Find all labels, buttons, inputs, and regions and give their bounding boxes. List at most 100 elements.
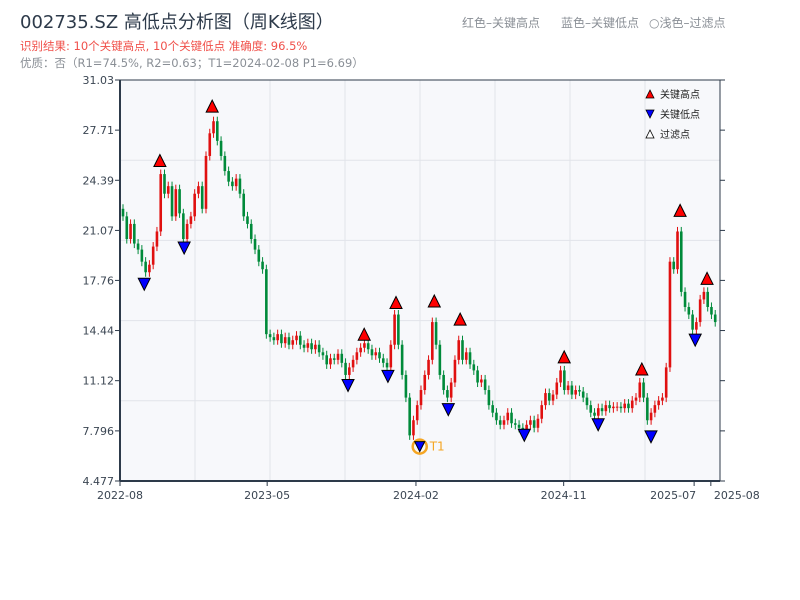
candle	[151, 242, 155, 270]
candle-body	[585, 397, 589, 406]
key-low-marker	[644, 430, 658, 444]
y-tick-label: 7.796	[83, 425, 115, 438]
candle-body	[461, 340, 464, 360]
candle	[208, 128, 212, 161]
candle-body	[238, 178, 242, 194]
candle	[314, 340, 317, 354]
candle-body	[144, 261, 147, 273]
candle	[298, 331, 302, 350]
candle	[615, 402, 619, 412]
candle-body	[600, 408, 604, 412]
key-low-marker	[413, 441, 426, 453]
candle	[185, 219, 189, 244]
key-low-marker	[137, 277, 152, 292]
candle	[204, 151, 208, 214]
candle	[551, 390, 555, 406]
candle-body	[661, 397, 664, 401]
candle-body	[287, 337, 291, 345]
candle-body	[408, 397, 411, 436]
candle-body	[604, 405, 608, 412]
key-low-marker	[591, 418, 605, 432]
candle-body	[634, 397, 638, 401]
candle-body	[125, 216, 129, 240]
candle-body	[216, 121, 219, 141]
candle	[449, 377, 453, 403]
candle-body	[532, 420, 536, 428]
x-tick-label: 2025-07	[650, 489, 696, 502]
candle-body	[517, 424, 521, 428]
candle	[268, 329, 272, 342]
candle-body	[442, 374, 445, 391]
candle-body	[148, 264, 151, 273]
candle	[593, 408, 596, 421]
candle	[676, 226, 679, 274]
candle-body	[249, 223, 253, 240]
candle-body	[363, 343, 366, 348]
candle	[570, 380, 574, 400]
candle-body	[359, 347, 362, 353]
candle-body	[702, 291, 706, 300]
candle-body	[668, 261, 672, 368]
candle	[261, 257, 264, 274]
key-high-marker	[700, 271, 714, 285]
candle	[457, 335, 461, 365]
candle	[487, 385, 491, 410]
candle-body	[389, 344, 393, 368]
candle	[321, 347, 325, 360]
candle-body	[544, 393, 547, 406]
candle	[468, 347, 472, 369]
candle-body	[698, 299, 702, 323]
candle	[329, 353, 332, 369]
candle-body	[438, 344, 442, 375]
legend-label: 过滤点	[660, 128, 690, 141]
candle	[563, 365, 566, 395]
candle-body	[340, 353, 344, 363]
candle	[276, 329, 279, 345]
candle-body	[566, 385, 570, 391]
candle-body	[691, 314, 694, 330]
candle-body	[204, 155, 208, 209]
candle-body	[140, 249, 144, 262]
y-tick-label: 17.76	[83, 274, 115, 287]
candle-body	[563, 370, 566, 391]
candle	[532, 415, 536, 433]
y-tick-label: 31.03	[83, 74, 115, 87]
candle-body	[265, 269, 268, 335]
candle-body	[174, 189, 178, 217]
candle	[189, 211, 193, 229]
candle-body	[559, 370, 562, 383]
candle-body	[495, 412, 498, 421]
candle-body	[521, 427, 525, 430]
candle-body	[536, 418, 540, 428]
candle	[332, 353, 336, 365]
candle-body	[159, 174, 163, 232]
candle-body	[646, 397, 649, 421]
candle	[664, 362, 668, 403]
candle-body	[223, 155, 227, 172]
candle	[302, 340, 306, 353]
candle	[287, 332, 291, 350]
candle-body	[295, 335, 298, 341]
candle	[476, 365, 479, 388]
candle	[159, 169, 163, 237]
candle	[385, 358, 389, 372]
candle	[133, 219, 136, 249]
candle	[596, 403, 600, 421]
y-tick-label: 27.71	[83, 124, 115, 137]
key-low-marker	[177, 241, 191, 256]
candle	[608, 400, 611, 413]
candle-body	[468, 352, 472, 365]
candle-body	[185, 223, 189, 240]
candle	[148, 260, 151, 277]
candle-body	[483, 379, 487, 391]
candle	[547, 388, 551, 406]
candle	[223, 151, 227, 176]
candle-body	[219, 140, 223, 156]
x-tick-label: 2024-02	[393, 489, 439, 502]
candle	[634, 393, 638, 406]
candle-body	[253, 239, 257, 250]
candle-body	[193, 193, 196, 217]
candle	[283, 332, 287, 348]
candle	[257, 245, 261, 267]
candle	[630, 396, 634, 413]
